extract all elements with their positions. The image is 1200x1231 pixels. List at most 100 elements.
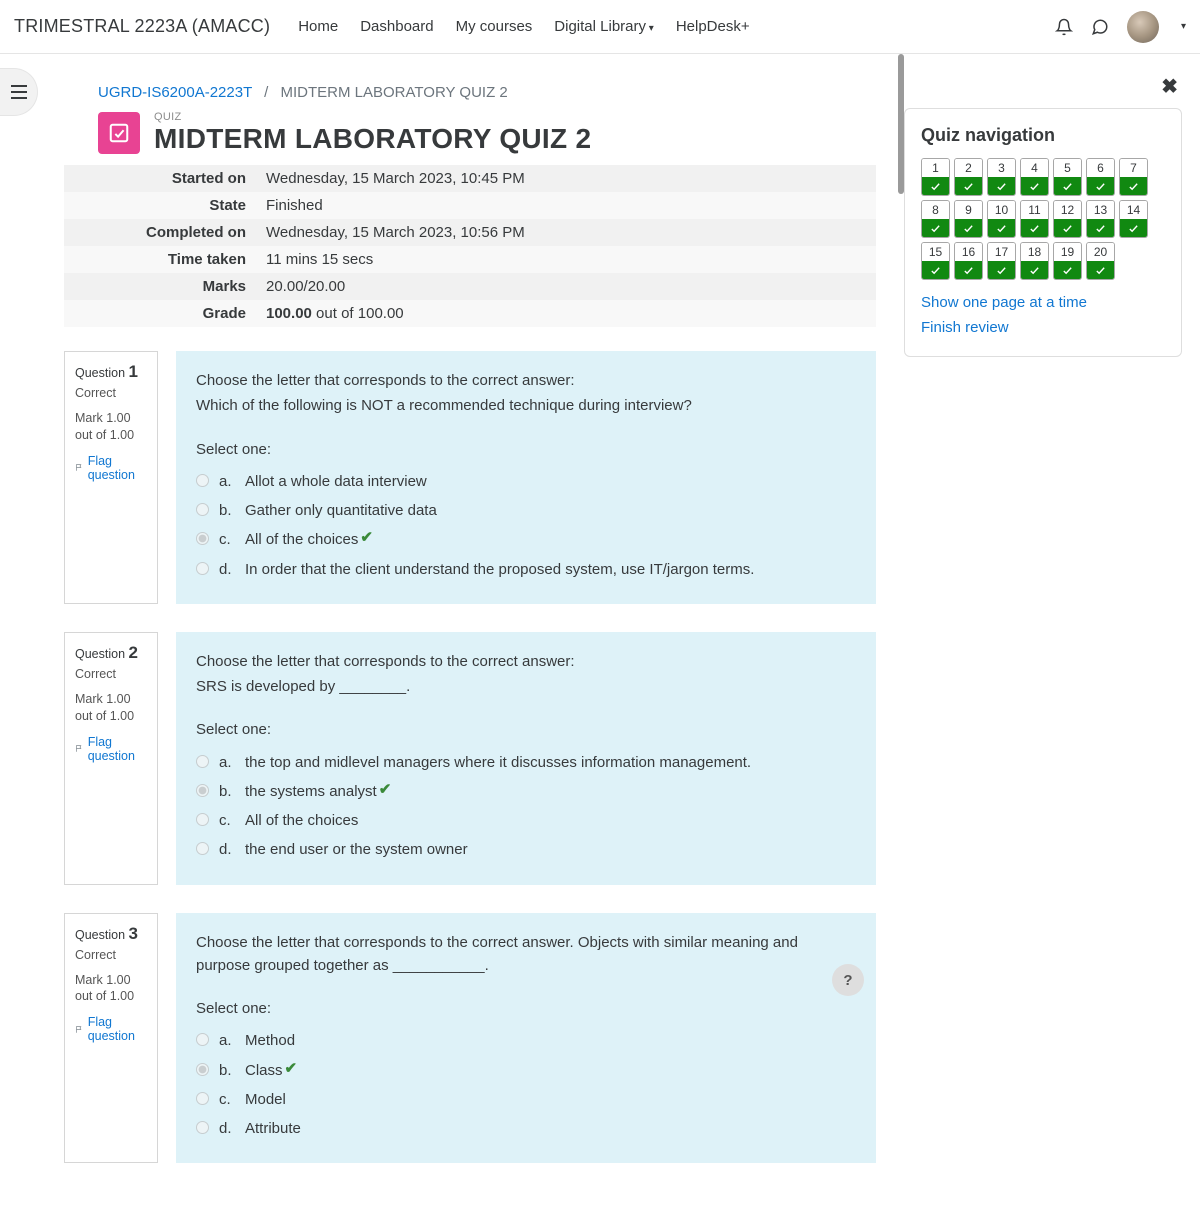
quiznav-question-11[interactable]: 11 <box>1020 200 1049 238</box>
show-one-page-link[interactable]: Show one page at a time <box>921 294 1165 311</box>
quiznav-question-17[interactable]: 17 <box>987 242 1016 280</box>
quiznav-status-icon <box>955 219 982 237</box>
quiznav-question-14[interactable]: 14 <box>1119 200 1148 238</box>
answer-radio[interactable] <box>196 755 209 768</box>
quiznav-number: 9 <box>955 201 982 219</box>
quiznav-question-6[interactable]: 6 <box>1086 158 1115 196</box>
nav-link-digital-library[interactable]: Digital Library ▾ <box>554 18 654 35</box>
quiznav-number: 7 <box>1120 159 1147 177</box>
nav-link-my-courses[interactable]: My courses <box>456 18 533 35</box>
question-number: Question 1 <box>75 362 147 382</box>
quiznav-question-10[interactable]: 10 <box>987 200 1016 238</box>
quiznav-status-icon <box>1054 261 1081 279</box>
answer-radio[interactable] <box>196 1121 209 1134</box>
quiznav-status-icon <box>922 177 949 195</box>
quiznav-question-16[interactable]: 16 <box>954 242 983 280</box>
quiznav-status-icon <box>1087 219 1114 237</box>
answer-radio[interactable] <box>196 1092 209 1105</box>
quiznav-number: 16 <box>955 243 982 261</box>
answer-option: d.the end user or the system owner <box>196 835 856 864</box>
question-content: Choose the letter that corresponds to th… <box>176 351 876 604</box>
answer-radio[interactable] <box>196 1063 209 1076</box>
quiznav-status-icon <box>1120 177 1147 195</box>
nav-links: Home Dashboard My courses Digital Library ▾… <box>298 18 749 35</box>
answer-list: a.Allot a whole data interviewb.Gather o… <box>196 467 856 584</box>
quiznav-question-2[interactable]: 2 <box>954 158 983 196</box>
help-button[interactable]: ? <box>832 964 864 996</box>
quiznav-question-5[interactable]: 5 <box>1053 158 1082 196</box>
answer-text: the top and midlevel managers where it d… <box>245 751 751 774</box>
finish-review-link[interactable]: Finish review <box>921 319 1165 336</box>
quiznav-question-8[interactable]: 8 <box>921 200 950 238</box>
quiznav-question-7[interactable]: 7 <box>1119 158 1148 196</box>
answer-radio[interactable] <box>196 474 209 487</box>
question-state: Correct <box>75 948 147 962</box>
breadcrumb-course-link[interactable]: UGRD-IS6200A-2223T <box>98 84 252 101</box>
answer-option: c.All of the choices <box>196 806 856 835</box>
answer-letter: a. <box>219 751 235 774</box>
quiznav-number: 2 <box>955 159 982 177</box>
quiznav-question-18[interactable]: 18 <box>1020 242 1049 280</box>
answer-radio[interactable] <box>196 562 209 575</box>
correct-check-icon: ✔ <box>285 1057 298 1080</box>
answer-letter: d. <box>219 558 235 581</box>
quiznav-status-icon <box>1021 177 1048 195</box>
quiznav-number: 18 <box>1021 243 1048 261</box>
answer-radio[interactable] <box>196 1033 209 1046</box>
question-info: Question 2CorrectMark 1.00 out of 1.00Fl… <box>64 632 158 885</box>
page-heading: QUIZ MIDTERM LABORATORY QUIZ 2 <box>98 111 876 155</box>
answer-radio[interactable] <box>196 842 209 855</box>
answer-radio[interactable] <box>196 503 209 516</box>
summary-value: 20.00/20.00 <box>256 273 876 300</box>
question-content: Choose the letter that corresponds to th… <box>176 632 876 885</box>
quiznav-question-15[interactable]: 15 <box>921 242 950 280</box>
question-mark: Mark 1.00 out of 1.00 <box>75 410 147 444</box>
close-blocks-icon[interactable]: ✖ <box>1161 74 1178 99</box>
answer-list: a. the top and midlevel managers where it… <box>196 748 856 865</box>
chat-icon[interactable] <box>1091 18 1109 36</box>
quiznav-question-3[interactable]: 3 <box>987 158 1016 196</box>
answer-letter: d. <box>219 1117 235 1140</box>
quiznav-question-13[interactable]: 13 <box>1086 200 1115 238</box>
breadcrumb: UGRD-IS6200A-2223T / MIDTERM LABORATORY … <box>98 84 876 101</box>
answer-letter: b. <box>219 780 235 803</box>
answer-text: Class✔ <box>245 1059 297 1082</box>
quiznav-question-19[interactable]: 19 <box>1053 242 1082 280</box>
bell-icon[interactable] <box>1055 18 1073 36</box>
quiz-icon <box>98 112 140 154</box>
flag-question-link[interactable]: Flag question <box>75 454 147 482</box>
nav-link-home[interactable]: Home <box>298 18 338 35</box>
flag-question-link[interactable]: Flag question <box>75 735 147 763</box>
quiznav-status-icon <box>955 261 982 279</box>
answer-letter: c. <box>219 809 235 832</box>
quiznav-question-12[interactable]: 12 <box>1053 200 1082 238</box>
user-menu-caret-icon[interactable]: ▾ <box>1181 21 1186 32</box>
quiznav-number: 11 <box>1021 201 1048 219</box>
quiznav-question-20[interactable]: 20 <box>1086 242 1115 280</box>
answer-radio[interactable] <box>196 532 209 545</box>
answer-option: b.the systems analyst✔ <box>196 777 856 806</box>
nav-link-helpdesk-[interactable]: HelpDesk+ <box>676 18 750 35</box>
answer-option: a.Allot a whole data interview <box>196 467 856 496</box>
question-info: Question 3CorrectMark 1.00 out of 1.00Fl… <box>64 913 158 1164</box>
answer-letter: c. <box>219 528 235 551</box>
answer-radio[interactable] <box>196 784 209 797</box>
breadcrumb-current: MIDTERM LABORATORY QUIZ 2 <box>280 84 507 101</box>
quiznav-status-icon <box>1087 261 1114 279</box>
nav-link-dashboard[interactable]: Dashboard <box>360 18 433 35</box>
quiznav-question-1[interactable]: 1 <box>921 158 950 196</box>
user-avatar[interactable] <box>1127 11 1159 43</box>
quiznav-status-icon <box>988 219 1015 237</box>
answer-option: b.Gather only quantitative data <box>196 496 856 525</box>
quiznav-status-icon <box>955 177 982 195</box>
correct-check-icon: ✔ <box>379 778 392 801</box>
quiznav-question-4[interactable]: 4 <box>1020 158 1049 196</box>
site-brand[interactable]: TRIMESTRAL 2223A (AMACC) <box>14 16 270 37</box>
quiznav-status-icon <box>1087 177 1114 195</box>
summary-label: Started on <box>64 165 256 192</box>
quiznav-question-9[interactable]: 9 <box>954 200 983 238</box>
flag-question-link[interactable]: Flag question <box>75 1015 147 1043</box>
quiznav-status-icon <box>1021 261 1048 279</box>
quiznav-status-icon <box>988 177 1015 195</box>
answer-radio[interactable] <box>196 813 209 826</box>
